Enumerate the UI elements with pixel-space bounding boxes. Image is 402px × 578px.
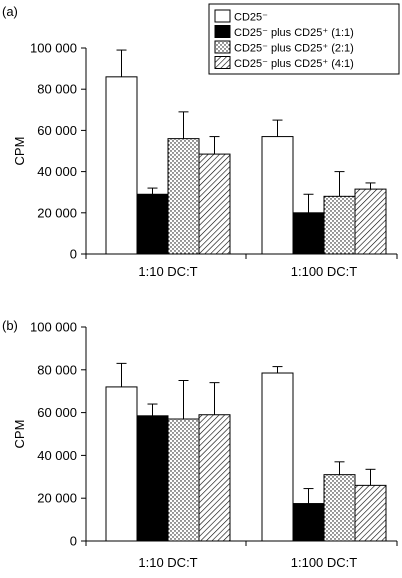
category-label: 1:10 DC:T: [138, 555, 197, 570]
y-tick-label: 60 000: [37, 123, 77, 138]
panel-label: (a): [2, 4, 18, 19]
legend-swatch: [214, 9, 231, 23]
legend-label: CD25⁻: [234, 12, 268, 24]
bar: [354, 188, 387, 255]
bar: [323, 195, 356, 255]
y-tick-label: 20 000: [37, 491, 77, 506]
bar: [292, 212, 325, 255]
y-tick-label: 0: [70, 247, 77, 262]
bar: [105, 386, 138, 542]
bar: [354, 484, 387, 542]
y-tick-label: 0: [70, 534, 77, 549]
legend: CD25⁻ CD25⁻ plus CD25⁺ (1:1) CD25⁻ plus CD…: [208, 3, 400, 75]
bar: [323, 474, 356, 542]
y-tick-label: 20 000: [37, 205, 77, 220]
legend-swatch: [214, 40, 231, 54]
legend-swatch: [214, 25, 231, 38]
bar: [261, 372, 294, 542]
category-label: 1:10 DC:T: [138, 264, 197, 279]
y-tick-label: 80 000: [37, 82, 77, 97]
legend-label: CD25⁻ plus CD25⁺ (4:1): [234, 58, 354, 70]
legend-swatch: [214, 56, 231, 69]
bar: [167, 418, 200, 542]
bar: [136, 415, 169, 542]
y-tick-label: 60 000: [37, 405, 77, 420]
panel-a: (a) CPM 0 20 000 40 000 60 000 80 000 100 000 1:…: [2, 3, 400, 279]
panel-label: (b): [2, 318, 18, 333]
y-tick-label: 40 000: [37, 164, 77, 179]
legend-label: CD25⁻ plus CD25⁺ (2:1): [234, 43, 354, 55]
y-tick-label: 80 000: [37, 362, 77, 377]
y-tick-label: 40 000: [37, 448, 77, 463]
bar: [198, 153, 231, 255]
legend-box: [208, 3, 400, 75]
panel-b: (b) CPM 0 20 000 40 000 60 000 80 000 100 000 1:…: [2, 318, 398, 570]
bar: [105, 76, 138, 255]
bar: [198, 414, 231, 542]
bar: [167, 138, 200, 255]
y-axis-title: CPM: [12, 420, 27, 449]
category-label: 1:100 DC:T: [291, 264, 358, 279]
bar: [261, 136, 294, 255]
legend-label: CD25⁻ plus CD25⁺ (1:1): [234, 27, 354, 39]
y-tick-label: 100 000: [30, 41, 77, 56]
bar: [292, 503, 325, 542]
y-tick-label: 100 000: [30, 320, 77, 335]
y-axis-title: CPM: [12, 137, 27, 166]
bar: [136, 193, 169, 255]
category-label: 1:100 DC:T: [291, 555, 358, 570]
